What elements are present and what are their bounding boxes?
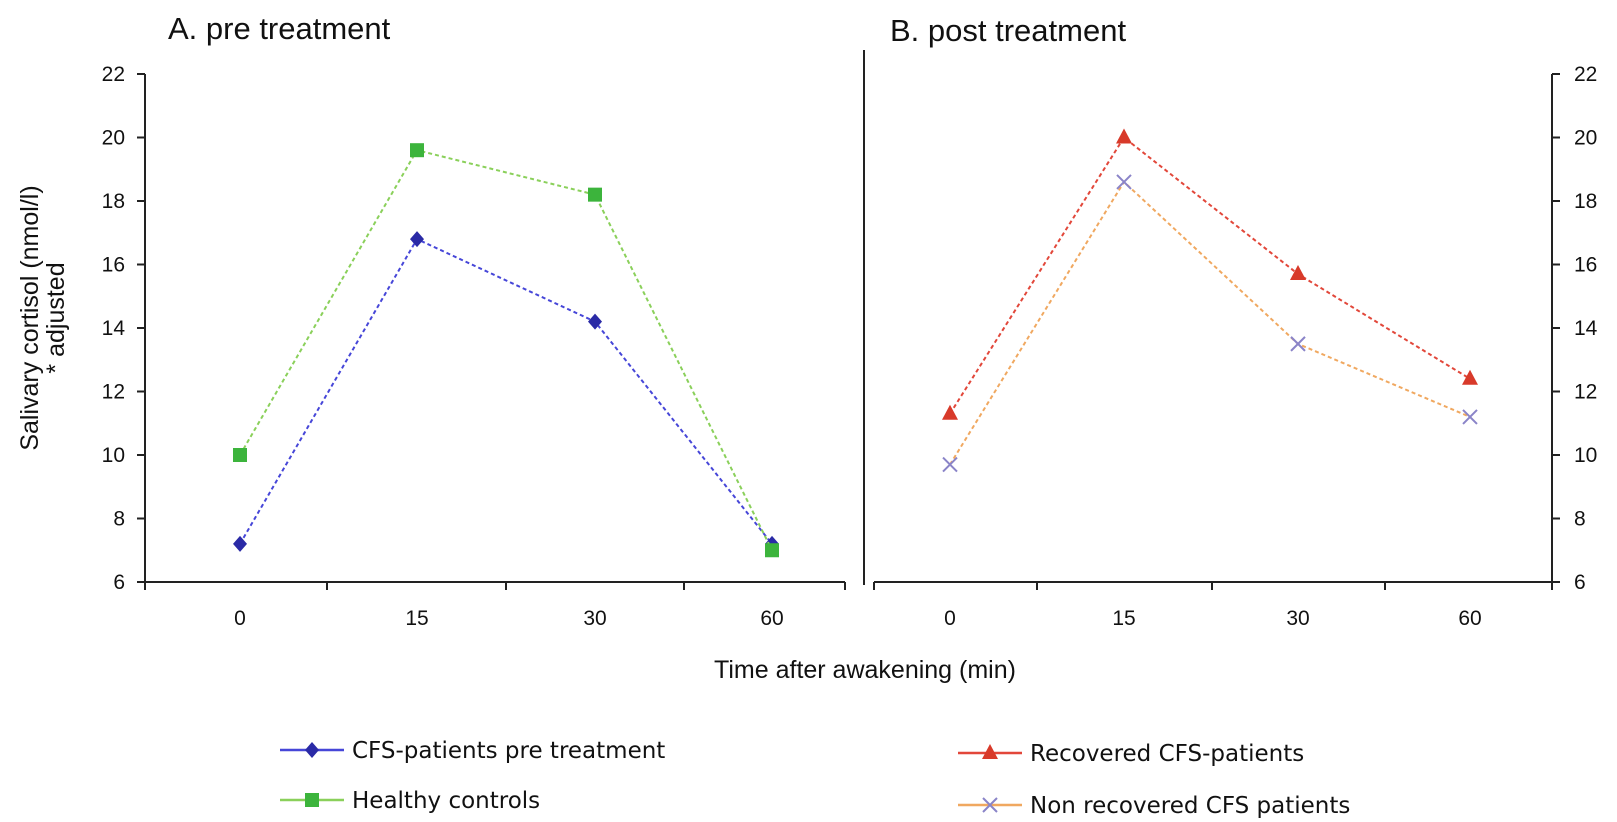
y-tick-label: 12 [102, 381, 125, 404]
data-point-a2-3 [765, 543, 779, 558]
data-point-b1-2 [1290, 265, 1306, 281]
y-tick-label: 12 [1574, 381, 1597, 404]
y-tick-label: 20 [1574, 127, 1597, 150]
legend-label: Non recovered CFS patients [1030, 793, 1350, 819]
y-tick-label: 20 [102, 127, 125, 150]
y-tick-label: 10 [102, 444, 125, 467]
legend-marker-triangle [982, 744, 998, 759]
data-point-a1-0 [233, 535, 247, 552]
x-tick-label: 30 [583, 607, 606, 630]
data-point-a2-2 [588, 187, 602, 202]
x-axis-title: Time after awakening (min) [714, 656, 1016, 684]
panel-a-title: A. pre treatment [168, 11, 391, 46]
series-line-b1 [949, 136, 1471, 415]
data-point-b1-0 [942, 404, 958, 420]
data-point-a2-0 [233, 448, 247, 462]
series-line-a1 [239, 237, 773, 545]
y-tick-label: 14 [102, 317, 126, 340]
legend-label: Recovered CFS-patients [1030, 741, 1304, 767]
data-point-a1-2 [588, 313, 602, 330]
y-tick-label: 16 [1574, 254, 1597, 277]
data-point-b1-1 [1116, 128, 1132, 144]
data-point-b2-1 [1116, 174, 1132, 190]
y-tick-label: 18 [1574, 190, 1597, 213]
legend-label: Healthy controls [352, 788, 540, 814]
x-tick-label: 15 [405, 607, 428, 630]
y-axis-title-line2: * adjusted [42, 262, 70, 373]
y-tick-label: 22 [1574, 63, 1597, 86]
legend-panel-a: CFS-patients pre treatment Healthy contro… [280, 738, 665, 814]
y-tick-label: 6 [1574, 571, 1586, 594]
x-tick-label: 60 [1458, 607, 1481, 630]
data-point-b2-3 [1462, 409, 1478, 425]
x-tick-label: 60 [760, 607, 783, 630]
y-tick-label: 10 [1574, 444, 1597, 467]
x-tick-label: 0 [234, 607, 246, 630]
data-point-b1-3 [1462, 369, 1478, 385]
legend-marker-diamond [305, 742, 319, 758]
data-point-b2-0 [942, 456, 958, 473]
x-tick-label: 30 [1286, 607, 1309, 630]
legend-panel-b: Recovered CFS-patients Non recovered CFS … [958, 741, 1350, 819]
panel-b-title: B. post treatment [890, 13, 1126, 48]
panel-b-plot: 6 8 10 12 14 16 18 20 22 0 15 30 60 [873, 63, 1598, 630]
data-point-b2-2 [1290, 336, 1306, 352]
data-point-a2-1 [410, 143, 424, 158]
y-axis-title-line1: Salivary cortisol (nmol/l) [16, 185, 44, 450]
series-line-b2 [949, 180, 1471, 466]
panel-a-plot: 6 8 10 12 14 16 18 20 22 0 15 30 60 [102, 63, 846, 630]
y-tick-label: 6 [113, 571, 125, 594]
legend-marker-square [305, 793, 319, 807]
data-point-a1-1 [410, 231, 424, 248]
y-tick-label: 22 [102, 63, 125, 86]
y-tick-label: 18 [102, 190, 125, 213]
x-tick-label: 0 [944, 607, 956, 630]
legend-label: CFS-patients pre treatment [352, 738, 665, 764]
y-tick-label: 8 [1574, 508, 1586, 531]
series-line-a2 [239, 149, 773, 551]
x-tick-label: 15 [1112, 607, 1135, 630]
y-tick-label: 16 [102, 254, 125, 277]
y-tick-label: 14 [1574, 317, 1598, 340]
legend-marker-x [982, 797, 998, 813]
y-tick-label: 8 [113, 508, 125, 531]
